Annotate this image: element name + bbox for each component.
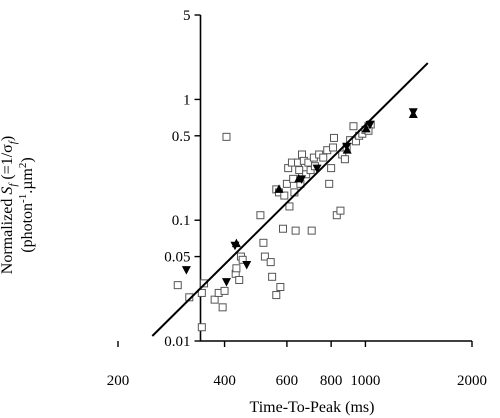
open-square-point [235, 275, 244, 284]
axes [199, 15, 472, 342]
fit-line [151, 62, 429, 337]
triangle-down-point [181, 266, 191, 275]
y-axis-title-line2: (photon-1.µm2) [17, 157, 36, 252]
open-square-point [280, 191, 289, 200]
triangle-down-point [221, 278, 231, 287]
x-tick-label: 1000 [350, 373, 380, 389]
open-square-point [197, 323, 206, 332]
y-tick-label: 0.01 [164, 334, 190, 350]
x-tick-label: 600 [276, 373, 299, 389]
y-tick-label: 5 [183, 8, 191, 24]
triangle-up-point [361, 123, 371, 133]
open-square-point [302, 170, 311, 179]
open-square-point [276, 282, 285, 291]
open-square-point [349, 122, 358, 131]
y-axis-title: Normalized Sf (=1/σf) (photon-1.µm2) [0, 136, 36, 274]
open-square-point [185, 293, 194, 302]
ticks [117, 14, 473, 347]
open-square-point [327, 164, 336, 173]
x-axis-title: Time-To-Peak (ms) [250, 399, 375, 416]
open-square-point [220, 286, 229, 295]
open-square-point [282, 179, 291, 188]
x-tick-label: 800 [320, 373, 343, 389]
open-square-point [197, 288, 206, 297]
y-tick-label: 0.1 [172, 213, 191, 229]
open-square-point [266, 258, 275, 267]
open-square-point [256, 211, 265, 220]
triangle-down-point [230, 241, 240, 251]
open-square-point [285, 202, 294, 211]
open-square-point [329, 143, 338, 152]
open-square-point [173, 281, 182, 290]
open-square-point [218, 303, 227, 312]
open-square-point [238, 255, 247, 264]
open-square-point [291, 226, 300, 235]
open-square-point [210, 295, 219, 304]
open-square-point [268, 272, 277, 281]
triangle-down-point [312, 164, 322, 174]
y-tick-label: 0.5 [172, 129, 191, 145]
open-square-point [340, 155, 349, 164]
open-square-point [279, 224, 288, 233]
open-square-point [232, 264, 241, 273]
open-square-point [307, 226, 316, 235]
y-tick-label: 0.05 [164, 250, 190, 266]
open-square-point [259, 238, 268, 247]
tick-labels: 0.01 0.05 0.1 0.5 1 5 200 400 600 800 1000 2000 [107, 8, 487, 389]
x-tick-label: 200 [107, 373, 130, 389]
open-square-point [295, 166, 304, 175]
y-axis-title-line1: Normalized Sf (=1/σf) [0, 136, 19, 274]
open-square-point [222, 132, 231, 141]
triangle-down-point [242, 260, 252, 270]
open-square-point [319, 153, 328, 162]
open-square-point [260, 252, 269, 261]
open-square-point [329, 133, 338, 142]
triangle-down-point [297, 175, 307, 184]
open-square-point [325, 179, 334, 188]
triangle-down-point [408, 108, 418, 117]
y-tick-label: 1 [183, 92, 191, 108]
open-square-point [272, 291, 281, 300]
x-tick-label: 2000 [457, 373, 487, 389]
open-square-point [336, 206, 345, 215]
data-points [173, 108, 418, 332]
triangle-up-point [274, 184, 284, 193]
x-tick-label: 400 [213, 373, 236, 389]
